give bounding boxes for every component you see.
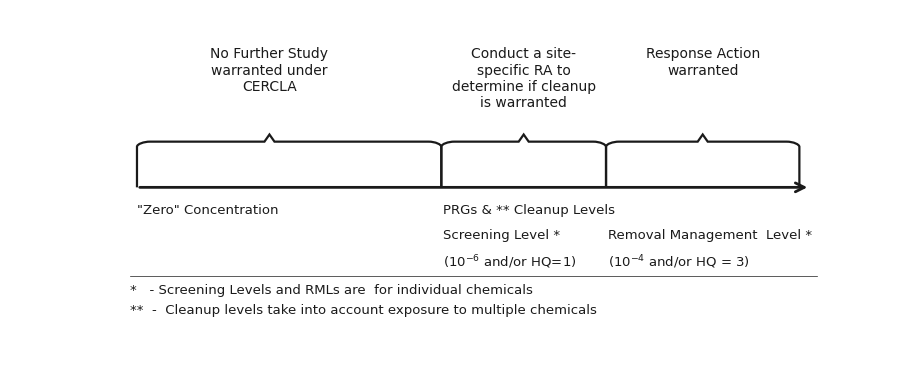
Text: Conduct a site-
specific RA to
determine if cleanup
is warranted: Conduct a site- specific RA to determine… <box>452 47 596 110</box>
Text: Removal Management  Level *: Removal Management Level * <box>608 229 812 242</box>
Text: *   - Screening Levels and RMLs are  for individual chemicals: * - Screening Levels and RMLs are for in… <box>129 285 533 298</box>
Text: Response Action
warranted: Response Action warranted <box>646 47 760 78</box>
Text: (10$^{-6}$ and/or HQ=1): (10$^{-6}$ and/or HQ=1) <box>444 253 577 271</box>
Text: Screening Level *: Screening Level * <box>444 229 561 242</box>
Text: No Further Study
warranted under
CERCLA: No Further Study warranted under CERCLA <box>211 47 328 94</box>
Text: **  -  Cleanup levels take into account exposure to multiple chemicals: ** - Cleanup levels take into account ex… <box>129 305 597 318</box>
Text: PRGs & ** Cleanup Levels: PRGs & ** Cleanup Levels <box>444 204 615 217</box>
Text: (10$^{-4}$ and/or HQ = 3): (10$^{-4}$ and/or HQ = 3) <box>608 253 750 271</box>
Text: "Zero" Concentration: "Zero" Concentration <box>137 204 278 217</box>
